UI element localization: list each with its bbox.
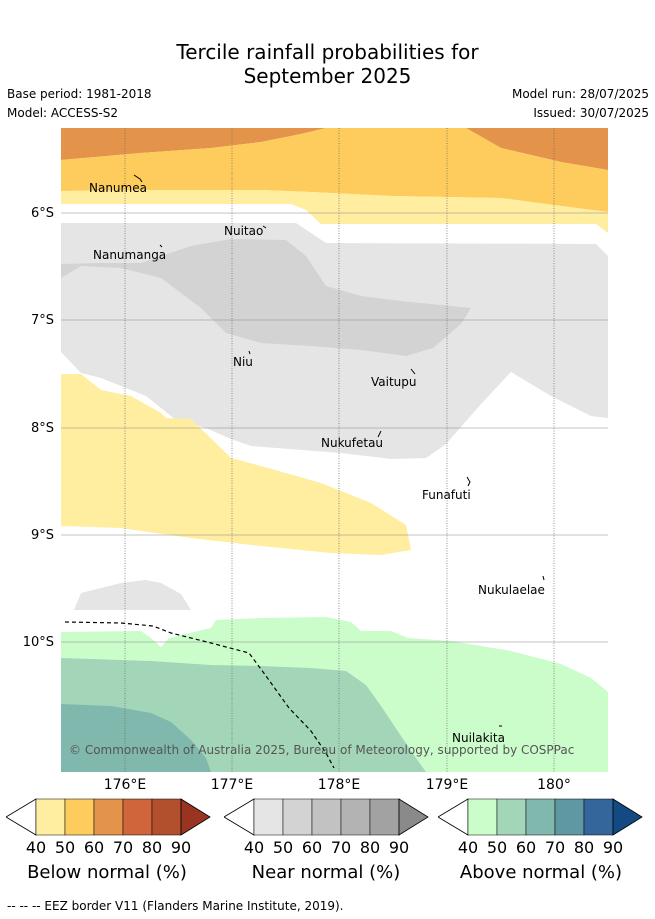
colorbar-1-swatch-5 <box>369 798 400 836</box>
island-nuitao <box>262 225 267 229</box>
model-name: Model: ACCESS-S2 <box>7 106 119 120</box>
below-normal-colorbar <box>6 798 211 836</box>
lat-label-8s: 8°S <box>30 421 54 436</box>
chart-title: Tercile rainfall probabilities for Septe… <box>0 40 655 88</box>
near-normal-label: Near normal (%) <box>251 862 401 883</box>
colorbar-1-swatch-3 <box>311 798 342 836</box>
lat-label-10s: 10°S <box>22 635 54 650</box>
island-nukulaelae <box>542 575 545 581</box>
colorbar-1-swatch-4 <box>340 798 371 836</box>
title-line-1: Tercile rainfall probabilities for <box>176 40 479 64</box>
colorbar-0-swatch-1 <box>35 798 66 836</box>
colorbar-0-swatch-3 <box>93 798 124 836</box>
colorbar-2-tick-90: 90 <box>602 838 624 857</box>
model-run: Model run: 28/07/2025 <box>511 87 649 101</box>
below-normal-40-zone-north <box>61 190 608 233</box>
eez-border <box>64 621 335 769</box>
colorbar-0-swatch-4 <box>122 798 153 836</box>
below-normal-40-zone-south <box>61 374 411 555</box>
colorbar-0-over-triangle <box>180 798 211 836</box>
eez-footer-note: -- -- -- EEZ border V11 (Flanders Marine… <box>7 899 344 913</box>
colorbar-2-tick-40: 40 <box>457 838 479 857</box>
colorbar-0-swatch-5 <box>151 798 182 836</box>
place-nanumea: Nanumea <box>89 181 147 195</box>
above-normal-60-zone <box>61 704 211 772</box>
lon-label-180: 180° <box>537 777 571 793</box>
island-nukufetau <box>377 430 382 438</box>
island-nanumanga <box>159 244 163 248</box>
colorbar-0-tick-80: 80 <box>141 838 163 857</box>
colorbar-2-swatch-4 <box>554 798 585 836</box>
place-nuilakita: Nuilakita <box>452 731 505 745</box>
colorbar-0-tick-90: 90 <box>170 838 192 857</box>
colorbar-0-tick-50: 50 <box>54 838 76 857</box>
lon-label-177: 177°E <box>210 777 254 793</box>
colorbar-1-tick-60: 60 <box>301 838 323 857</box>
colorbar-0-under-triangle <box>6 798 37 836</box>
place-niu: Niu <box>233 355 253 369</box>
place-vaitupu: Vaitupu <box>371 375 417 389</box>
lon-label-176: 176°E <box>103 777 147 793</box>
above-normal-colorbar <box>438 798 643 836</box>
island-vaitupu <box>410 368 416 375</box>
colorbar-2-swatch-2 <box>496 798 527 836</box>
map-parallels <box>61 212 608 643</box>
below-normal-60-zone <box>61 128 608 170</box>
near-normal-colorbar <box>224 798 429 836</box>
place-nuitao: Nuitao <box>224 224 263 238</box>
colorbar-1-swatch-2 <box>282 798 313 836</box>
below-normal-label: Below normal (%) <box>27 862 187 883</box>
issued-date: Issued: 30/07/2025 <box>533 106 649 120</box>
island-funafuti <box>466 476 471 487</box>
colorbar-2-swatch-3 <box>525 798 556 836</box>
above-normal-label: Above normal (%) <box>459 862 623 883</box>
colorbar-1-under-triangle <box>224 798 255 836</box>
place-funafuti: Funafuti <box>422 488 471 502</box>
colorbar-2-tick-80: 80 <box>573 838 595 857</box>
island-outlines <box>133 174 545 727</box>
colorbar-2-tick-50: 50 <box>486 838 508 857</box>
colorbar-0-tick-60: 60 <box>83 838 105 857</box>
place-nanumanga: Nanumanga <box>93 248 166 262</box>
colorbar-1-tick-70: 70 <box>330 838 352 857</box>
lat-label-6s: 6°S <box>30 206 54 221</box>
colorbar-0-tick-70: 70 <box>112 838 134 857</box>
copyright-notice: © Commonwealth of Australia 2025, Bureau… <box>69 743 574 757</box>
rainfall-map: Nanumea Nuitao Nanumanga Niu Vaitupu Nuk… <box>61 128 608 772</box>
colorbar-0-tick-40: 40 <box>25 838 47 857</box>
colorbar-2-tick-60: 60 <box>515 838 537 857</box>
colorbar-1-tick-80: 80 <box>359 838 381 857</box>
colorbar-2-swatch-5 <box>583 798 614 836</box>
colorbar-2-swatch-1 <box>467 798 498 836</box>
lon-label-179: 179°E <box>425 777 469 793</box>
near-normal-40-patch <box>74 580 191 610</box>
colorbar-1-tick-50: 50 <box>272 838 294 857</box>
place-nukufetau: Nukufetau <box>321 436 383 450</box>
colorbar-1-tick-90: 90 <box>388 838 410 857</box>
colorbar-2-over-triangle <box>612 798 643 836</box>
colorbar-0-swatch-2 <box>64 798 95 836</box>
place-nukulaelae: Nukulaelae <box>478 583 545 597</box>
colorbar-2-under-triangle <box>438 798 469 836</box>
colorbar-1-swatch-1 <box>253 798 284 836</box>
below-normal-50-zone <box>61 128 608 212</box>
colorbar-2-tick-70: 70 <box>544 838 566 857</box>
lat-label-9s: 9°S <box>30 528 54 543</box>
island-nanumea <box>133 174 143 183</box>
lon-label-178: 178°E <box>317 777 361 793</box>
near-normal-50-zone <box>61 239 471 356</box>
colorbar-1-over-triangle <box>398 798 429 836</box>
colorbar-1-tick-40: 40 <box>243 838 265 857</box>
title-line-2: September 2025 <box>243 64 412 88</box>
base-period: Base period: 1981-2018 <box>7 87 152 101</box>
lat-label-7s: 7°S <box>30 313 54 328</box>
island-niu <box>248 350 251 355</box>
